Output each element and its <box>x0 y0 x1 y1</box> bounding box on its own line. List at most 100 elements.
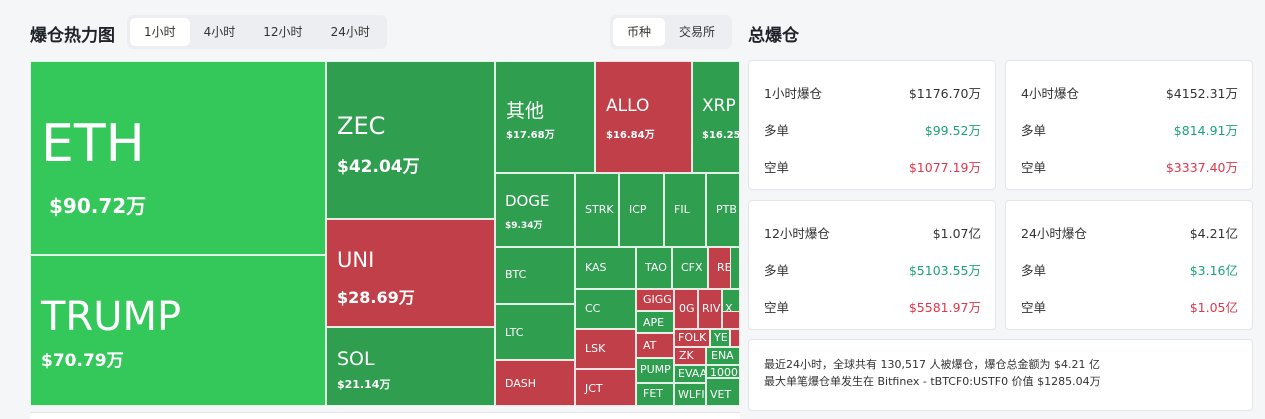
treemap-tile-1000[interactable]: 1000 <box>706 365 740 378</box>
tile-symbol: JCT <box>585 382 603 395</box>
treemap-tile-其他[interactable]: 其他 $17.68万 <box>495 61 595 173</box>
tile-symbol: ZEC <box>337 112 386 140</box>
treemap-tile-ape[interactable]: APE <box>636 311 674 333</box>
treemap-tile-dash[interactable]: DASH <box>495 360 575 406</box>
tile-value: $42.04万 <box>337 157 420 177</box>
row-value: $1077.19万 <box>908 160 981 175</box>
treemap-tile-uni[interactable]: UNI $28.69万 <box>326 219 495 327</box>
tile-symbol: PUMP <box>640 363 671 376</box>
time-tab[interactable]: 4小时 <box>203 25 236 39</box>
liquidation-card: 12小时爆仓 $1.07亿 多单 $5103.55万 空单 $5581.97万 <box>748 200 996 330</box>
treemap-tile-ptb[interactable]: PTB <box>706 173 740 247</box>
tile-symbol: RIV <box>702 302 721 315</box>
treemap-tile-doge[interactable]: DOGE $9.34万 <box>495 173 575 247</box>
treemap-tile-icp[interactable]: ICP <box>619 173 664 247</box>
treemap-tile-ena[interactable]: ENA <box>706 347 740 365</box>
treemap-tile-pump[interactable]: PUMP <box>636 358 674 383</box>
tile-value: $16.84万 <box>606 130 655 141</box>
treemap-tile-zec[interactable]: ZEC $42.04万 <box>326 61 495 219</box>
tile-symbol: ALLO <box>606 96 650 116</box>
row-label: 空单 <box>1021 300 1047 315</box>
tile-symbol: XRP <box>702 96 736 116</box>
tile-symbol: VET <box>710 388 732 401</box>
treemap-tile[interactable] <box>722 311 740 329</box>
row-value: $3337.40万 <box>1165 160 1238 175</box>
treemap-tile-riv[interactable]: RIV <box>698 289 722 329</box>
card-long-row: 多单 $5103.55万 <box>764 260 981 279</box>
treemap-tile-ye[interactable]: YE <box>710 329 730 347</box>
row-label: 4小时爆仓 <box>1021 86 1079 101</box>
treemap-tile-strk[interactable]: STRK <box>575 173 619 247</box>
treemap-tile-allo[interactable]: ALLO $16.84万 <box>595 61 692 173</box>
row-value: $1.05亿 <box>1189 300 1238 315</box>
row-label: 多单 <box>1021 123 1047 138</box>
treemap-tile-cc[interactable]: CC <box>575 289 636 329</box>
tile-symbol: 其他 <box>506 100 545 122</box>
tile-symbol: PTB <box>716 203 737 216</box>
treemap-tile-tao[interactable]: TAO <box>636 247 672 289</box>
card-total-row: 12小时爆仓 $1.07亿 <box>764 223 981 242</box>
tile-symbol: LTC <box>505 326 524 339</box>
treemap-tile-trump[interactable]: TRUMP $70.79万 <box>30 255 326 406</box>
row-label: 多单 <box>764 263 790 278</box>
treemap-tile-zk[interactable]: ZK <box>674 347 706 365</box>
tile-symbol: CC <box>585 302 601 315</box>
treemap-tile-gigg[interactable]: GIGG <box>636 289 674 311</box>
treemap-tile-ltc[interactable]: LTC <box>495 304 575 360</box>
row-label: 12小时爆仓 <box>764 226 830 241</box>
card-short-row: 空单 $3337.40万 <box>1021 157 1238 176</box>
treemap-tile[interactable] <box>730 247 740 289</box>
summary-line-2: 最大单笔爆仓单发生在 Bitfinex - tBTCF0:USTF0 价值 $1… <box>764 375 1101 388</box>
tile-symbol: ENA <box>711 349 734 362</box>
row-value: $99.52万 <box>924 123 981 138</box>
tile-value: $28.69万 <box>337 288 415 307</box>
treemap-tile-fil[interactable]: FIL <box>664 173 706 247</box>
treemap-tile[interactable] <box>730 329 740 347</box>
treemap-tile-fet[interactable]: FET <box>636 383 674 406</box>
tile-symbol: TRUMP <box>41 294 182 340</box>
card-short-row: 空单 $5581.97万 <box>764 297 981 316</box>
card-long-row: 多单 $814.91万 <box>1021 120 1238 139</box>
tile-symbol: LSK <box>585 342 606 355</box>
liquidation-card: 4小时爆仓 $4152.31万 多单 $814.91万 空单 $3337.40万 <box>1005 60 1253 190</box>
tile-value: $17.68万 <box>506 130 555 141</box>
treemap-tile-kas[interactable]: KAS <box>575 247 636 289</box>
liquidation-summary: 最近24小时，全球共有 130,517 人被爆仓，爆仓总金额为 $4.21 亿 … <box>748 339 1253 411</box>
treemap-tile-eth[interactable]: ETH $90.72万 <box>30 61 326 255</box>
treemap-tile-vet[interactable]: VET <box>706 378 740 406</box>
treemap-tile-sol[interactable]: SOL $21.14万 <box>326 327 495 406</box>
tile-symbol: ZK <box>679 349 694 362</box>
liquidation-treemap: ETH $90.72万 TRUMP $70.79万 ZEC $42.04万 UNI $28.6… <box>30 61 740 406</box>
treemap-tile-wlfi[interactable]: WLFI <box>674 383 706 406</box>
tile-value: $90.72万 <box>49 194 147 218</box>
treemap-tile-evaa[interactable]: EVAA <box>674 365 706 383</box>
treemap-tile-at[interactable]: AT <box>636 333 674 358</box>
row-label: 空单 <box>764 160 790 175</box>
tile-symbol: STRK <box>585 203 614 216</box>
time-tab[interactable]: 1小时 <box>130 18 190 46</box>
treemap-tile-lsk[interactable]: LSK <box>575 329 636 369</box>
row-label: 空单 <box>764 300 790 315</box>
tile-symbol: SOL <box>337 348 375 370</box>
tile-symbol: DASH <box>505 377 537 390</box>
row-label: 多单 <box>764 123 790 138</box>
tile-symbol: UNI <box>337 248 375 272</box>
group-tab[interactable]: 币种 <box>613 18 666 46</box>
tile-symbol: DOGE <box>505 192 550 210</box>
tile-value: $16.25万 <box>702 130 740 141</box>
row-label: 1小时爆仓 <box>764 86 822 101</box>
group-tab[interactable]: 交易所 <box>679 25 716 39</box>
time-tab[interactable]: 24小时 <box>330 25 370 39</box>
treemap-tile-btc[interactable]: BTC <box>495 247 575 304</box>
time-tab[interactable]: 12小时 <box>263 25 303 39</box>
row-label: 24小时爆仓 <box>1021 226 1087 241</box>
treemap-tile-jct[interactable]: JCT <box>575 369 636 406</box>
summary-line-1: 最近24小时，全球共有 130,517 人被爆仓，爆仓总金额为 $4.21 亿 <box>764 358 1100 371</box>
row-label: 多单 <box>1021 263 1047 278</box>
treemap-tile-cfx[interactable]: CFX <box>672 247 708 289</box>
tile-symbol: 0G <box>679 302 695 315</box>
treemap-tile-folk[interactable]: FOLK <box>674 329 710 347</box>
tile-value: $70.79万 <box>41 351 124 371</box>
treemap-tile-0g[interactable]: 0G <box>674 289 698 329</box>
treemap-tile-xrp[interactable]: XRP $16.25万 <box>692 61 740 173</box>
